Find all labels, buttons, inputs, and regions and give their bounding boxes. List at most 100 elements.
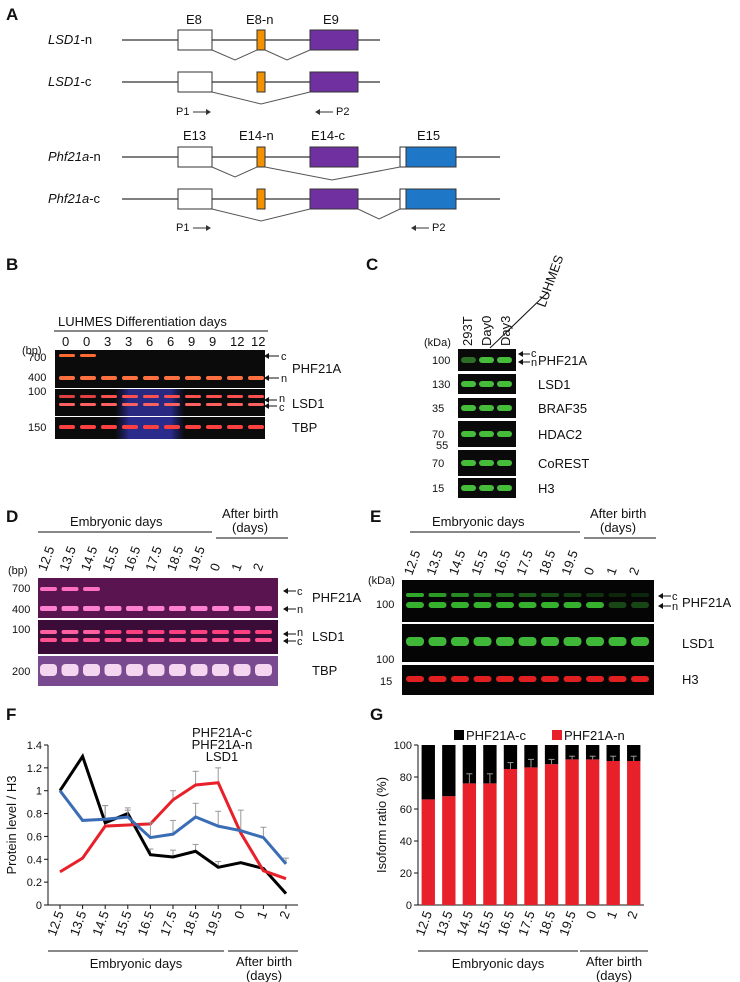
y-tick-label: 0.2 (27, 877, 42, 889)
panel-b-unit: (bp) (22, 345, 42, 357)
x-group-label: After birth (586, 954, 642, 969)
gel-band (59, 376, 75, 380)
panel-e-label: E (370, 507, 381, 526)
gel-band (80, 425, 96, 429)
blot-band (428, 602, 447, 608)
lane-label: 9 (209, 334, 216, 349)
gel-band (227, 376, 243, 380)
blot-marker: 35 (432, 403, 444, 415)
x-tick-label: 17.5 (157, 909, 180, 938)
bar-segment-n (606, 761, 620, 905)
band-label-phf21a: PHF21A (292, 361, 341, 376)
lane-label: 12.5 (401, 548, 424, 577)
panel-d-label: D (6, 507, 18, 526)
panel-f-label: F (6, 705, 16, 724)
svg-text:PHF21A: PHF21A (312, 590, 361, 605)
lsd1-n-label: LSD1-n (48, 32, 92, 47)
blot-band (479, 357, 494, 363)
y-tick-label: 40 (400, 836, 412, 848)
lane-label: 18.5 (164, 544, 187, 573)
lane-label: 19.5 (185, 544, 208, 573)
legend-swatch (454, 730, 464, 740)
blot-band (518, 676, 537, 682)
panel-b-lane-labels: 0 0 3 3 6 6 9 9 12 12 (62, 334, 265, 349)
lane-label: 3 (104, 334, 111, 349)
bar-segment-n (483, 783, 497, 905)
bar-segment-c (442, 745, 456, 797)
lane-label: 14.5 (78, 544, 101, 573)
x-tick-label: 15.5 (112, 909, 135, 938)
lsd1-c-label: LSD1-c (48, 74, 92, 89)
svg-text:n: n (297, 627, 303, 639)
panel-d-lane-labels: 12.513.514.515.516.517.518.519.50 1 2 (35, 544, 267, 573)
gel-band (248, 376, 264, 380)
bar-segment-c (421, 745, 435, 800)
gel-band (185, 376, 201, 380)
lsd1-primer-p2: P2 (336, 106, 349, 118)
x-group-label: After birth (236, 954, 292, 969)
x-tick-label: 18.5 (536, 909, 559, 938)
gel-band (101, 403, 117, 406)
blot-band (631, 602, 649, 608)
blot-band (608, 637, 627, 646)
lane-label: 13.5 (423, 548, 446, 577)
x-tick-label: 19.5 (556, 909, 579, 938)
svg-text:(kDa): (kDa) (368, 575, 395, 587)
blot-band (496, 676, 514, 682)
svg-text:c: c (297, 636, 303, 648)
gel-band (104, 664, 122, 676)
blot-band (406, 637, 424, 646)
gel-band (147, 664, 165, 676)
bar-segment-n (503, 769, 518, 905)
blot-label: H3 (538, 481, 555, 496)
gel-band (83, 587, 100, 591)
x-tick-label: 17.5 (515, 909, 538, 938)
y-tick-label: 100 (394, 740, 412, 752)
gel-band (40, 664, 57, 676)
bar-segment-c (627, 745, 641, 761)
y-tick-label: 1.2 (27, 763, 42, 775)
y-tick-label: 80 (400, 772, 412, 784)
exon-e14-c (309, 146, 359, 168)
blot-band (428, 676, 447, 682)
series-line-lsd1 (58, 789, 288, 865)
panel-g-label: G (370, 705, 383, 724)
blot-band (496, 602, 514, 608)
x-group-label: (days) (596, 968, 632, 982)
svg-text:LSD1: LSD1 (682, 636, 715, 651)
lane-label: 3 (125, 334, 132, 349)
gel-band (233, 606, 251, 611)
svg-text:n: n (531, 357, 537, 369)
blot-band (461, 485, 476, 491)
gel-band (59, 395, 75, 398)
gel-band (59, 354, 75, 357)
svg-text:n: n (672, 601, 678, 613)
gel-band (83, 630, 100, 634)
blot-band (563, 637, 582, 646)
gel-band (122, 425, 138, 429)
panel-b-arrows: c n n c (264, 351, 287, 414)
exon-e14c-label: E14-c (311, 128, 345, 143)
blot-band (461, 431, 476, 437)
gel-band (101, 425, 117, 429)
panel-d-group2-b: (days) (232, 520, 268, 535)
gel-band (59, 403, 75, 406)
blot-band (479, 405, 494, 411)
blot-band (428, 637, 447, 646)
exon-e9 (309, 29, 359, 51)
bar-segment-n (627, 761, 641, 905)
gel-band (233, 664, 251, 676)
lane-label: 16.5 (121, 544, 144, 573)
svg-text:c: c (281, 351, 287, 363)
gel-d-phf21a (38, 578, 278, 618)
lsd1-n-diagram: LSD1-n E8 E8-n E9 (48, 12, 380, 61)
y-axis-label: Isoform ratio (%) (374, 777, 389, 873)
gel-band (143, 425, 159, 429)
x-tick-label: 18.5 (180, 909, 203, 938)
gel-band (40, 630, 57, 634)
svg-text:n: n (297, 604, 303, 616)
x-tick-label: 1 (603, 909, 620, 921)
exon-e8 (177, 29, 213, 51)
lane-label: 13.5 (56, 544, 79, 573)
exon-e15-label: E15 (417, 128, 440, 143)
